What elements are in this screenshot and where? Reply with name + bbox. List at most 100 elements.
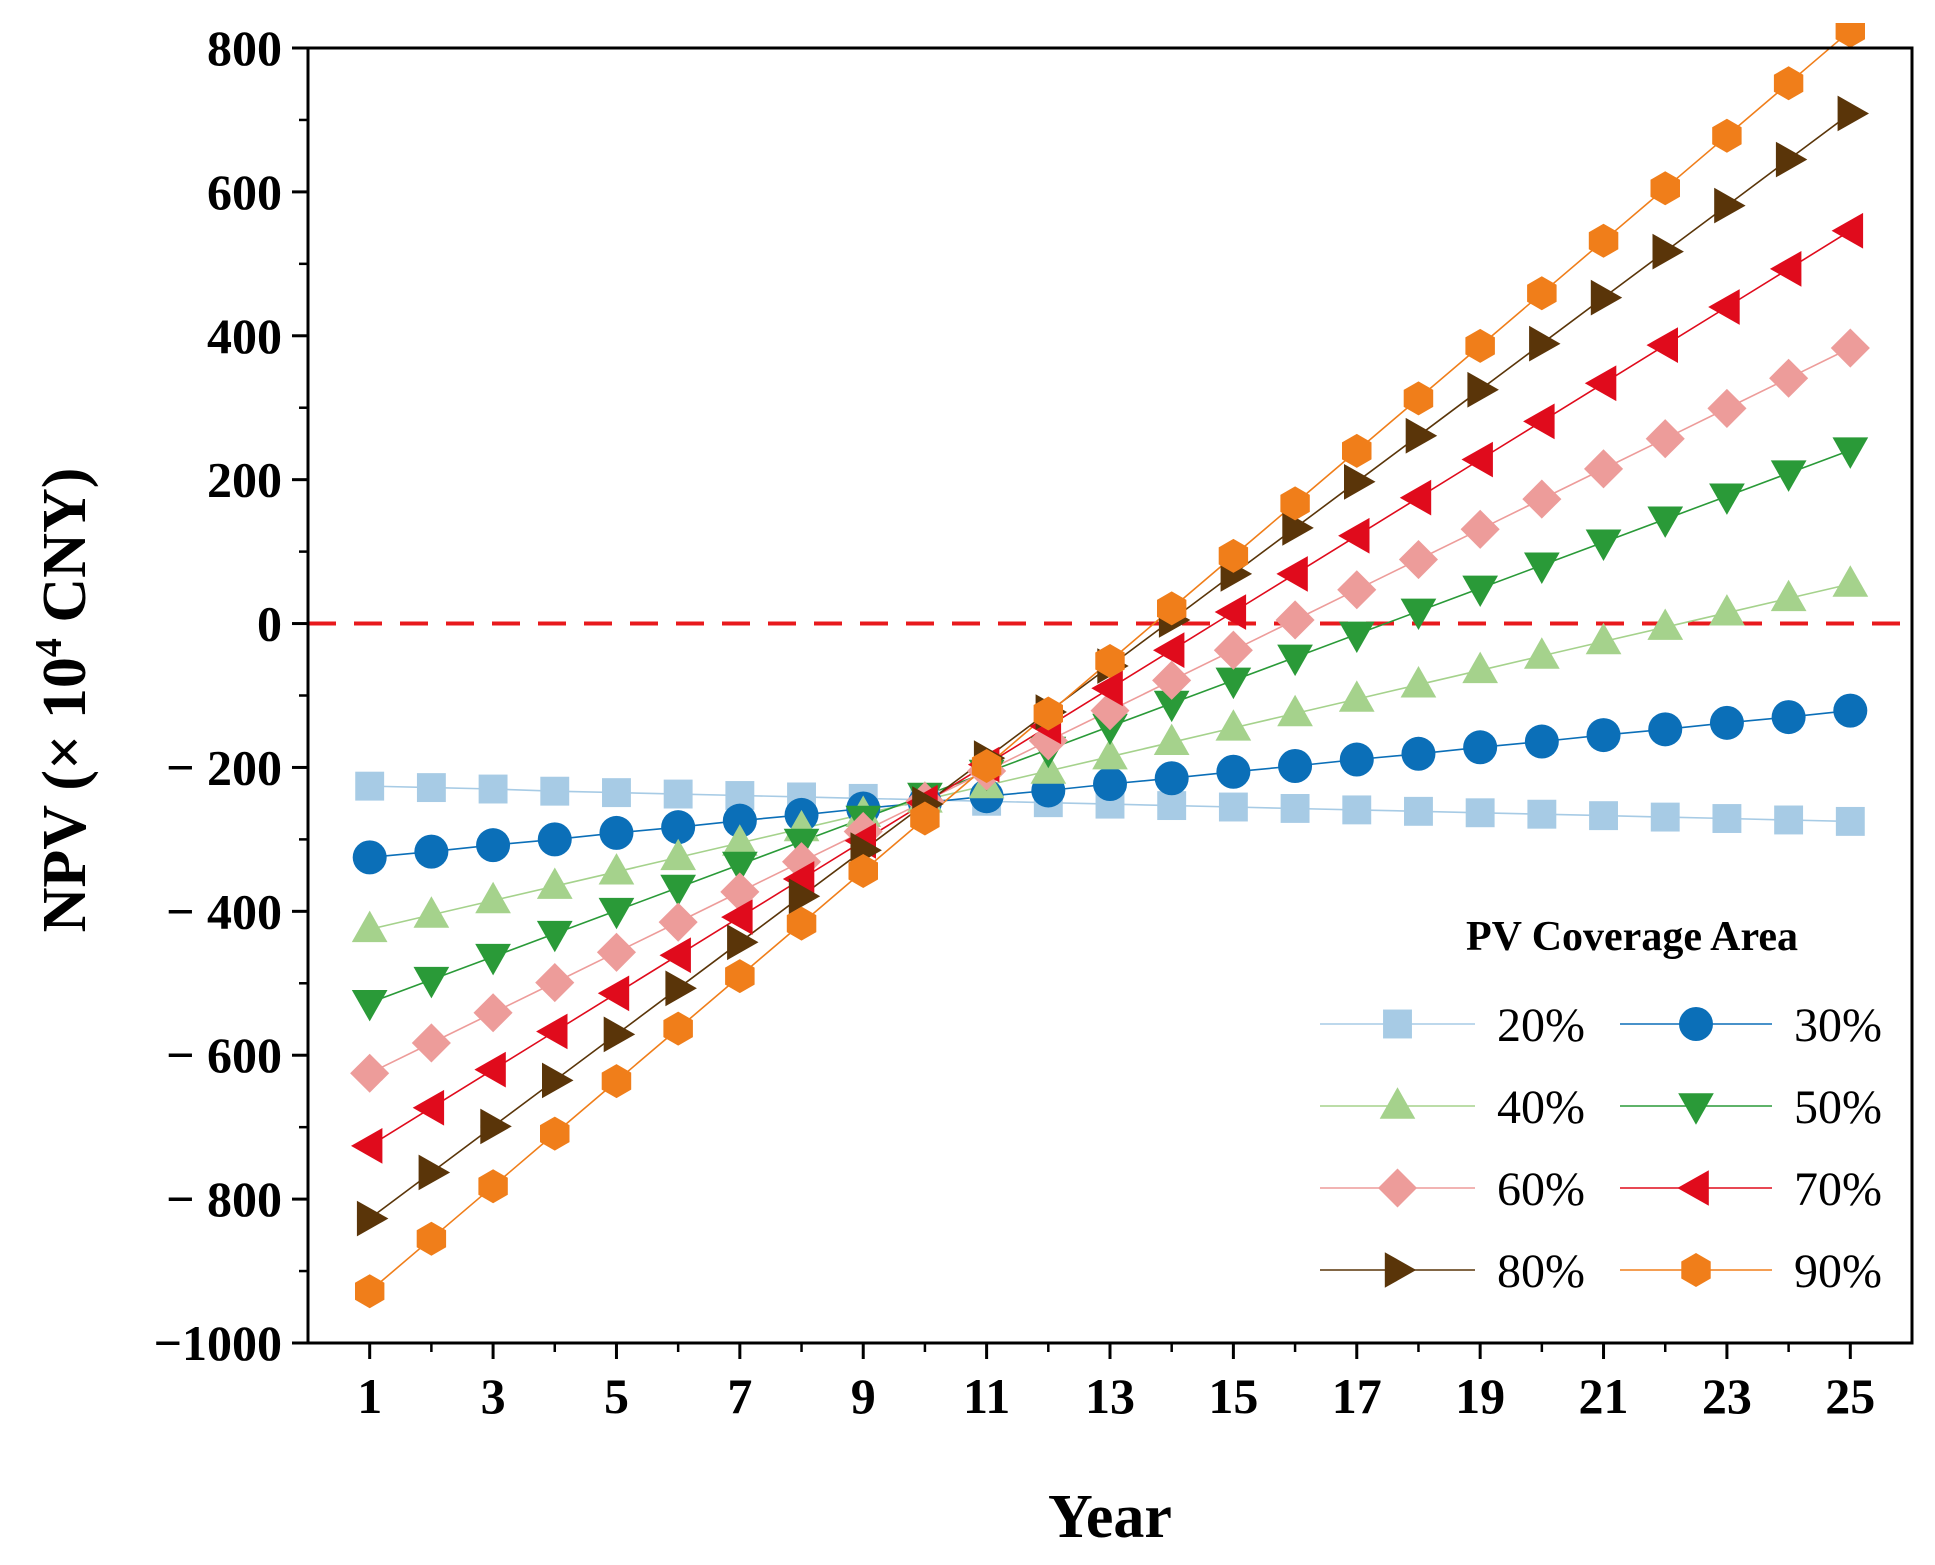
data-point-90%-year-18 [1403,381,1434,416]
data-point-50%-year-17 [1338,621,1375,653]
legend-marker [1378,1168,1417,1208]
legend-marker [1681,1253,1711,1287]
data-point-90%-year-7 [725,959,755,994]
x-tick-label: 25 [1825,1368,1875,1424]
series-layer [350,23,1870,1309]
data-point-30%-year-18 [1401,736,1436,771]
data-point-90%-year-15 [1218,538,1249,573]
data-point-70%-year-3 [474,1051,506,1088]
x-tick-label: 15 [1208,1368,1258,1424]
data-point-20%-year-16 [1280,794,1310,823]
data-point-90%-year-3 [478,1169,508,1204]
data-point-70%-year-15 [1214,594,1247,630]
data-point-30%-year-20 [1524,724,1559,759]
legend-label: 80% [1497,1245,1585,1298]
data-point-90%-year-6 [663,1011,693,1046]
data-point-60%-year-16 [1275,600,1315,640]
data-point-40%-year-23 [1709,594,1745,626]
x-tick-label: 23 [1702,1368,1752,1424]
data-point-30%-year-17 [1339,742,1374,777]
data-point-80%-year-17 [1344,464,1376,500]
data-point-80%-year-3 [480,1108,512,1145]
data-point-20%-year-4 [540,776,570,806]
data-point-40%-year-25 [1832,565,1869,597]
data-point-80%-year-18 [1405,417,1438,454]
data-point-80%-year-22 [1652,233,1684,270]
data-point-80%-year-21 [1590,279,1623,316]
data-point-50%-year-25 [1832,437,1869,469]
y-axis-title: NPV (× 104 CNY) [28,468,99,933]
data-point-70%-year-20 [1523,403,1555,440]
data-point-50%-year-3 [475,943,511,976]
data-point-60%-year-19 [1460,509,1500,549]
y-axis-title-main: NPV (× 10 [31,657,99,932]
data-point-50%-year-2 [413,966,450,999]
data-point-70%-year-25 [1831,212,1864,249]
legend-marker [1678,1093,1714,1125]
data-point-50%-year-5 [598,897,635,930]
data-point-40%-year-13 [1092,738,1128,770]
data-point-70%-year-22 [1646,327,1678,363]
x-tick-label: 21 [1579,1368,1629,1424]
data-point-40%-year-24 [1770,579,1807,612]
data-point-50%-year-15 [1215,667,1252,700]
data-point-50%-year-21 [1585,529,1622,561]
x-axis-title: Year [1048,1483,1172,1551]
data-point-50%-year-16 [1277,644,1313,677]
data-point-50%-year-22 [1647,506,1684,538]
data-point-50%-year-4 [536,920,573,953]
data-point-60%-year-3 [473,993,513,1033]
data-point-40%-year-4 [536,867,573,899]
data-point-20%-year-1 [355,771,385,801]
data-point-40%-year-7 [722,824,758,856]
data-point-90%-year-11 [971,749,1002,783]
data-point-80%-year-2 [418,1154,451,1191]
data-point-50%-year-1 [351,990,388,1022]
legend-marker [1679,1007,1713,1041]
data-point-90%-year-24 [1773,66,1804,101]
x-tick-label: 3 [481,1368,506,1424]
legend-label: 90% [1794,1245,1882,1298]
x-tick-label: 17 [1332,1368,1382,1424]
y-tick-label: 400 [207,308,282,364]
data-point-30%-year-23 [1709,705,1744,740]
data-point-50%-year-24 [1770,460,1807,492]
data-point-20%-year-5 [602,778,631,808]
data-point-90%-year-20 [1527,276,1557,311]
legend-item-60%: 60% [1320,1163,1585,1216]
data-point-90%-year-2 [416,1221,447,1256]
data-point-80%-year-8 [788,878,821,915]
y-tick-label: − 400 [166,883,282,939]
data-point-20%-year-25 [1835,806,1865,836]
data-point-20%-year-24 [1774,805,1804,835]
data-point-60%-year-4 [535,963,575,1003]
y-tick-label: − 800 [166,1171,282,1227]
data-point-70%-year-6 [659,937,691,974]
data-point-60%-year-7 [720,872,760,912]
data-point-40%-year-16 [1277,694,1313,727]
legend-item-20%: 20% [1320,999,1585,1052]
legend-marker [1383,1009,1412,1039]
legend-label: 40% [1497,1081,1585,1134]
data-point-90%-year-16 [1280,486,1310,521]
data-point-90%-year-13 [1095,644,1125,678]
data-point-70%-year-13 [1091,670,1123,707]
legend-item-40%: 40% [1320,1081,1585,1134]
y-tick-label: 600 [207,164,282,220]
data-point-30%-year-4 [537,822,572,857]
data-point-30%-year-19 [1463,730,1498,765]
legend-marker [1677,1170,1709,1206]
data-point-40%-year-3 [475,881,511,914]
data-point-60%-year-15 [1213,630,1253,670]
y-axis-title-suffix: CNY) [31,468,99,638]
data-point-20%-year-3 [478,774,508,804]
data-point-90%-year-17 [1342,433,1372,468]
data-point-80%-year-24 [1775,141,1808,178]
data-point-20%-year-23 [1712,804,1742,833]
data-point-30%-year-25 [1833,693,1868,728]
data-point-20%-year-15 [1218,792,1248,822]
data-point-60%-year-22 [1645,419,1685,459]
